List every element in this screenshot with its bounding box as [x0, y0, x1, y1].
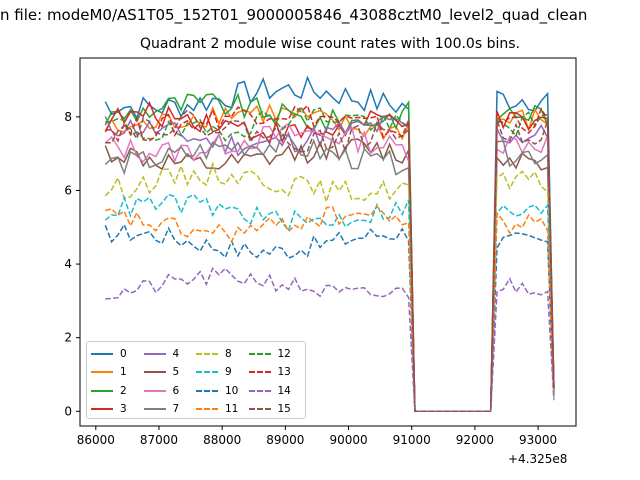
x-tick-label: 89000 [266, 433, 304, 447]
legend-swatch [91, 389, 113, 392]
legend-swatch [196, 407, 218, 410]
legend-label: 9 [225, 366, 232, 379]
legend-swatch [143, 389, 166, 392]
legend-label: 2 [120, 384, 127, 397]
legend-swatch [248, 389, 271, 392]
axes-frame [79, 57, 577, 427]
legend-swatch [143, 353, 166, 356]
chart-title: Quadrant 2 module wise count rates with … [140, 36, 520, 52]
x-tick-label: 87000 [140, 433, 178, 447]
series-line-15 [105, 109, 555, 413]
x-tick-label: 92000 [456, 433, 494, 447]
series-layer [104, 75, 555, 413]
legend-label: 1 [120, 366, 127, 379]
y-tick-label: 2 [64, 331, 72, 345]
legend-label: 6 [172, 384, 180, 397]
y-tick-label: 4 [64, 257, 72, 271]
legend-swatch [248, 407, 271, 410]
legend-item-6: 6 [143, 382, 197, 400]
x-tick-label: 88000 [203, 433, 241, 447]
legend-item-15: 15 [248, 400, 302, 418]
x-axis-ticks: 86000 87000 88000 89000 90000 91000 92000 93000 [77, 426, 557, 447]
legend-label: 8 [225, 348, 232, 361]
legend-swatch [248, 353, 271, 356]
legend-item-13: 13 [248, 363, 302, 381]
legend-label: 3 [120, 402, 127, 415]
legend-item-0: 0 [91, 345, 144, 363]
legend-item-9: 9 [196, 363, 249, 381]
legend-label: 15 [277, 402, 291, 415]
y-axis-ticks: 0 2 4 6 8 [64, 110, 80, 418]
x-tick-label: 93000 [519, 433, 557, 447]
legend-swatch [143, 407, 166, 410]
y-tick-label: 8 [64, 110, 72, 124]
legend-label: 4 [172, 348, 180, 361]
legend-swatch [196, 353, 218, 356]
y-tick-label: 0 [64, 404, 72, 418]
x-tick-label: 90000 [329, 433, 367, 447]
legend-label: 14 [277, 384, 291, 397]
legend-item-12: 12 [248, 345, 302, 363]
legend-item-1: 1 [91, 363, 144, 381]
legend-swatch [143, 371, 166, 374]
legend-label: 0 [120, 348, 127, 361]
legend-swatch [91, 407, 113, 410]
legend-swatch [91, 371, 113, 374]
x-tick-label: 86000 [77, 433, 115, 447]
legend-label: 10 [225, 384, 239, 397]
legend-label: 13 [277, 366, 291, 379]
y-tick-label: 6 [64, 183, 72, 197]
legend-swatch [91, 353, 113, 356]
legend-swatch [196, 389, 218, 392]
legend-item-2: 2 [91, 382, 144, 400]
legend-item-4: 4 [143, 345, 197, 363]
legend-label: 7 [172, 402, 180, 415]
x-axis-offset-label: +4.325e8 [508, 452, 568, 466]
legend-item-3: 3 [91, 400, 144, 418]
legend-item-11: 11 [196, 400, 249, 418]
legend-label: 5 [172, 366, 180, 379]
series-line-14 [105, 266, 555, 413]
x-tick-label: 91000 [393, 433, 431, 447]
legend-item-5: 5 [143, 363, 197, 381]
legend-item-14: 14 [248, 382, 302, 400]
legend-swatch [196, 371, 218, 374]
legend-item-10: 10 [196, 382, 249, 400]
figure-suptitle: n file: modeM0/AS1T05_152T01_9000005846_… [0, 6, 588, 24]
legend-label: 11 [225, 402, 239, 415]
legend-swatch [248, 371, 271, 374]
legend-item-8: 8 [196, 345, 249, 363]
chart-legend: 0 1 2 3 4 5 6 7 8 9 10 11 12 13 14 15 [86, 341, 306, 419]
legend-label: 12 [277, 348, 291, 361]
legend-item-7: 7 [143, 400, 197, 418]
